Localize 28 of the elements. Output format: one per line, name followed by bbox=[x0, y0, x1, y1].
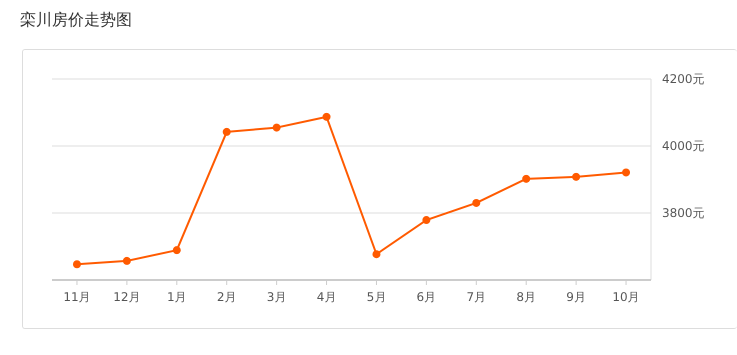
x-tick-label: 9月 bbox=[566, 290, 586, 304]
point bbox=[372, 250, 380, 258]
point bbox=[422, 216, 430, 224]
y-tick-label: 3800元 bbox=[662, 206, 705, 220]
x-tick-label: 2月 bbox=[216, 290, 237, 304]
point bbox=[322, 112, 331, 121]
x-tick-label: 12月 bbox=[113, 290, 141, 304]
x-tick-label: 11月 bbox=[63, 290, 91, 304]
x-tick-label: 6月 bbox=[416, 290, 436, 304]
point bbox=[622, 168, 630, 176]
chart-title: 栾川房价走势图 bbox=[20, 10, 132, 31]
point bbox=[272, 124, 281, 132]
point bbox=[572, 172, 580, 181]
point bbox=[72, 260, 81, 268]
point bbox=[222, 128, 231, 136]
y-tick-label: 4200元 bbox=[662, 72, 705, 86]
point bbox=[122, 256, 131, 265]
x-tick-label: 4月 bbox=[316, 290, 336, 304]
point bbox=[172, 246, 181, 254]
x-tick-label: 7月 bbox=[466, 290, 486, 304]
x-tick-label: 10月 bbox=[612, 290, 640, 304]
x-tick-label: 5月 bbox=[366, 290, 386, 304]
x-tick-label: 1月 bbox=[166, 290, 187, 304]
point bbox=[472, 198, 480, 207]
point bbox=[522, 174, 530, 183]
x-tick-label: 8月 bbox=[516, 290, 536, 304]
x-tick-label: 3月 bbox=[266, 290, 286, 304]
y-tick-label: 4000元 bbox=[662, 139, 705, 153]
